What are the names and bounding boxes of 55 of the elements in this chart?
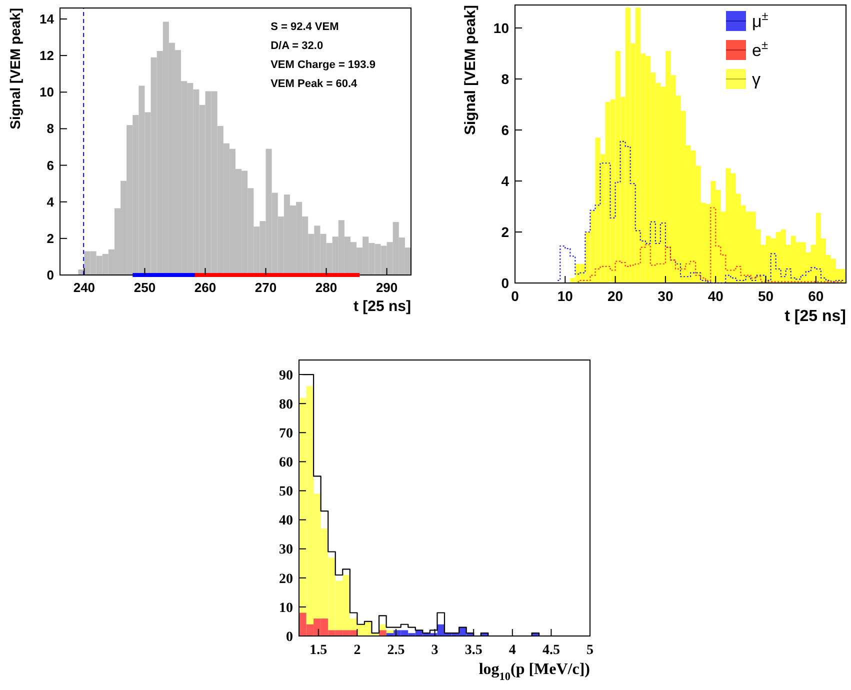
y-tick-label: 2 — [501, 224, 510, 240]
y-tick-label: 10 — [493, 20, 510, 36]
x-tick-label: 240 — [73, 280, 96, 295]
x-tick-label: 2 — [354, 643, 361, 658]
y-tick-label: 4 — [46, 194, 55, 210]
x-tick-label: 0 — [511, 288, 520, 304]
annotation: VEM Charge = 193.9 — [270, 59, 376, 71]
y-tick-label: 10 — [40, 84, 54, 100]
annotation: VEM Peak = 60.4 — [270, 78, 358, 90]
y-tick-label: 8 — [501, 70, 510, 87]
x-tick-label: 30 — [658, 288, 674, 304]
x-tick-label: 1.5 — [310, 643, 328, 658]
x-tick-label: 4.5 — [542, 643, 560, 658]
x-tick-label: 10 — [557, 288, 574, 304]
y-tick-label: 6 — [501, 122, 510, 138]
x-tick-label: 290 — [376, 280, 398, 295]
y-tick-label: 20 — [279, 572, 293, 587]
y-tick-label: 90 — [279, 368, 293, 384]
x-axis-title: log$_{10}$(p [MeV/c]) — [478, 661, 590, 683]
y-tick-label: 12 — [40, 48, 54, 64]
x-tick-label: 50 — [758, 288, 774, 304]
y-tick-label: 14 — [40, 12, 55, 27]
y-tick-label: 50 — [279, 484, 293, 500]
x-tick-label: 250 — [134, 280, 156, 295]
x-tick-label: 260 — [194, 280, 216, 295]
legend-label: γ — [752, 70, 761, 89]
annotation: S = 92.4 VEM — [270, 21, 339, 33]
x-tick-label: 3.5 — [464, 643, 482, 658]
x-tick-label: 3 — [431, 643, 438, 658]
y-tick-label: 6 — [46, 158, 54, 173]
x-tick-label: 20 — [608, 288, 624, 304]
y-tick-label: 8 — [46, 121, 54, 136]
x-axis-title: t [25 ns] — [784, 308, 846, 325]
y-tick-label: 2 — [46, 230, 54, 246]
x-tick-label: 270 — [254, 280, 277, 295]
y-tick-label: 80 — [279, 397, 293, 412]
x-tick-label: 40 — [708, 288, 724, 304]
annotation: D/A = 32.0 — [270, 40, 324, 52]
x-tick-label: 280 — [315, 280, 338, 295]
y-tick-label: 40 — [279, 514, 293, 529]
legend-label: e$^{±}$ — [752, 38, 768, 60]
legend-label: μ$^{±}$ — [752, 9, 769, 31]
x-tick-label: 2.5 — [387, 643, 405, 658]
x-axis-title: t [25 ns] — [353, 298, 411, 315]
y-axis-title: Signal [VEM peak] — [7, 8, 23, 130]
y-tick-label: 0 — [286, 630, 293, 645]
y-axis-title: Signal [VEM peak] — [462, 5, 479, 136]
y-tick-label: 10 — [279, 600, 293, 616]
x-tick-label: 60 — [808, 288, 824, 304]
y-tick-label: 70 — [279, 426, 293, 442]
y-tick-label: 30 — [279, 542, 293, 558]
y-tick-label: 60 — [279, 456, 293, 471]
y-tick-label: 4 — [501, 172, 510, 189]
x-tick-label: 5 — [586, 643, 594, 658]
y-tick-label: 0 — [46, 268, 54, 283]
